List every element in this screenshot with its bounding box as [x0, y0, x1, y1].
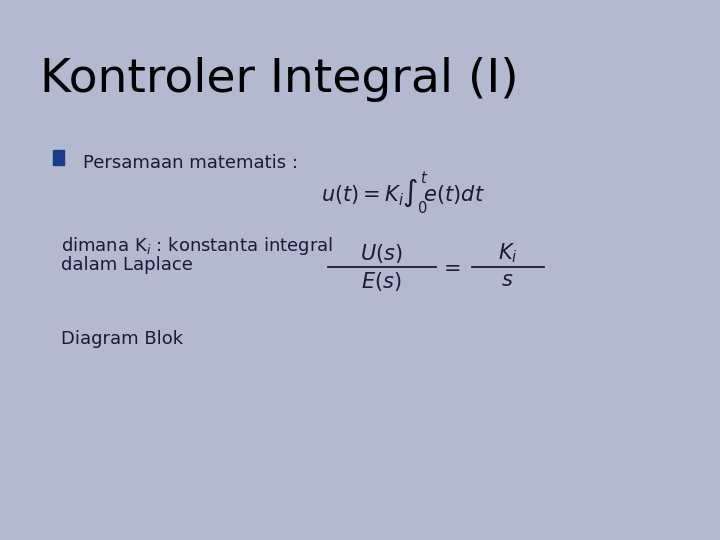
Text: $u(t) = K_i\int_0^t\! e(t)dt$: $u(t) = K_i\int_0^t\! e(t)dt$ [321, 170, 485, 217]
Bar [53, 150, 64, 165]
Text: $K_i$: $K_i$ [498, 241, 518, 265]
Text: Diagram Blok: Diagram Blok [61, 330, 184, 348]
Text: $s$: $s$ [501, 270, 514, 290]
Text: dimana K$_i$ : konstanta integral: dimana K$_i$ : konstanta integral [61, 235, 333, 257]
Text: Kontroler Integral (I): Kontroler Integral (I) [40, 57, 518, 102]
Text: dalam Laplace: dalam Laplace [61, 256, 193, 274]
Text: $E(s)$: $E(s)$ [361, 270, 402, 293]
Text: $U(s)$: $U(s)$ [360, 241, 403, 265]
Text: Persamaan matematis :: Persamaan matematis : [83, 154, 298, 172]
Text: $=$: $=$ [439, 257, 461, 278]
